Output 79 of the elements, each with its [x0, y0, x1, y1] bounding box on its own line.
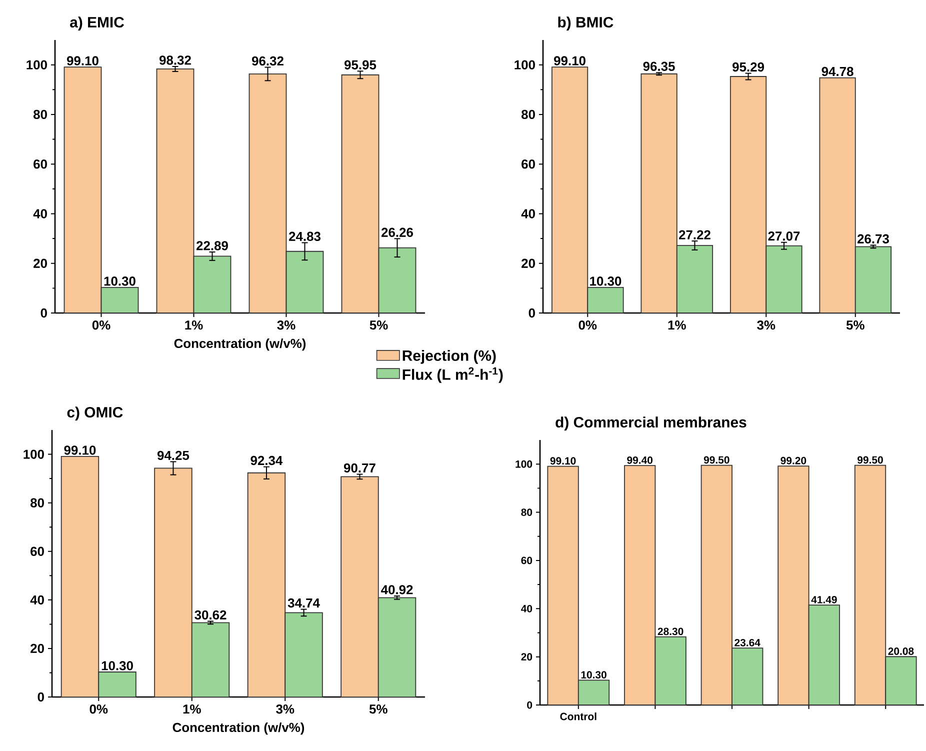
y-tick-label: 60 — [522, 160, 535, 169]
data-label: 26.73 — [857, 234, 889, 244]
y-tick-label: 40 — [521, 604, 532, 612]
y-tick-label: 80 — [33, 110, 47, 120]
data-label: 23.64 — [734, 638, 760, 646]
chart-title: d) Commercial membranes — [556, 416, 746, 430]
y-tick-label: 40 — [33, 209, 47, 218]
data-label: 96.35 — [643, 62, 675, 71]
data-label: 10.30 — [590, 276, 622, 286]
y-tick-label: 20 — [522, 258, 535, 268]
y-tick-label: 60 — [34, 160, 47, 169]
y-tick-label: 100 — [514, 60, 535, 70]
y-tick-label: 20 — [521, 653, 532, 661]
x-tick-label: 5% — [369, 704, 388, 714]
y-tick-label: 0 — [528, 308, 535, 318]
data-label: 94.78 — [822, 66, 854, 76]
data-label: 90.77 — [344, 463, 376, 473]
data-label: 99.10 — [554, 56, 586, 66]
y-tick-label: 40 — [521, 209, 535, 218]
y-tick-label: 0 — [527, 701, 532, 709]
y-tick-label: 80 — [522, 110, 535, 120]
x-tick-label: 1% — [668, 320, 686, 330]
data-label: 99.10 — [550, 457, 576, 465]
x-axis-title: Concentration (w/v%) — [172, 722, 304, 735]
x-tick-label: 3% — [757, 320, 776, 330]
y-tick-label: 40 — [30, 595, 44, 604]
legend-label: Rejection (%) — [402, 350, 496, 364]
y-tick-label: 0 — [40, 308, 47, 318]
data-label: 27.22 — [678, 230, 710, 240]
y-tick-label: 20 — [34, 258, 47, 268]
x-tick-label: 5% — [370, 320, 388, 330]
x-tick-label: 3% — [277, 320, 296, 330]
y-tick-label: 80 — [521, 508, 532, 516]
data-label: 99.10 — [64, 446, 96, 455]
data-label: 41.49 — [811, 596, 837, 604]
chart-title: a) EMIC — [70, 16, 124, 30]
x-tick-label: 0% — [90, 704, 108, 714]
data-label: 94.25 — [157, 450, 190, 460]
y-tick-label: 100 — [24, 450, 44, 459]
data-label: 99.50 — [704, 456, 730, 464]
x-tick-label: 3% — [276, 704, 294, 714]
data-label: 20.08 — [888, 648, 914, 655]
data-label: 98.32 — [160, 56, 191, 65]
data-label: 96.32 — [252, 56, 284, 66]
y-tick-label: 100 — [26, 60, 47, 70]
y-tick-label: 0 — [38, 692, 44, 702]
x-tick-label: 1% — [183, 704, 201, 714]
data-label: 99.40 — [627, 456, 653, 464]
data-label: 95.29 — [732, 62, 764, 72]
x-axis-title: Concentration (w/v%) — [174, 338, 306, 351]
data-label: 99.50 — [858, 456, 883, 464]
x-tick-label: 1% — [185, 320, 203, 330]
y-tick-label: 100 — [516, 460, 532, 468]
data-label: 92.34 — [250, 456, 283, 466]
data-label: 30.62 — [194, 610, 226, 620]
data-label: 99.10 — [67, 56, 98, 66]
data-label: 95.95 — [344, 60, 376, 70]
data-label: 10.30 — [102, 661, 133, 670]
data-label: 27.07 — [768, 231, 800, 241]
chart-title: c) OMIC — [67, 406, 123, 420]
y-tick-label: 60 — [30, 546, 44, 556]
x-tick-label: 0% — [578, 320, 597, 330]
y-tick-label: 60 — [521, 556, 532, 564]
x-tick-label: Control — [560, 712, 596, 720]
data-label: 26.26 — [382, 228, 413, 237]
x-tick-label: 0% — [92, 320, 110, 330]
y-tick-label: 20 — [30, 644, 44, 654]
chart-title: b) BMIC — [558, 16, 614, 30]
data-label: 34.74 — [288, 598, 320, 608]
y-tick-label: 80 — [30, 498, 44, 508]
data-label: 10.30 — [104, 276, 136, 286]
legend-label: Flux (L m$^{2}$-h$^{-1}$) — [402, 367, 503, 383]
data-label: 10.30 — [581, 671, 606, 679]
data-label: 40.92 — [381, 585, 413, 594]
data-label: 99.20 — [780, 456, 806, 464]
x-tick-label: 5% — [846, 320, 864, 330]
data-label: 22.89 — [196, 241, 228, 250]
data-label: 28.30 — [658, 628, 684, 636]
data-label: 24.83 — [289, 232, 320, 241]
